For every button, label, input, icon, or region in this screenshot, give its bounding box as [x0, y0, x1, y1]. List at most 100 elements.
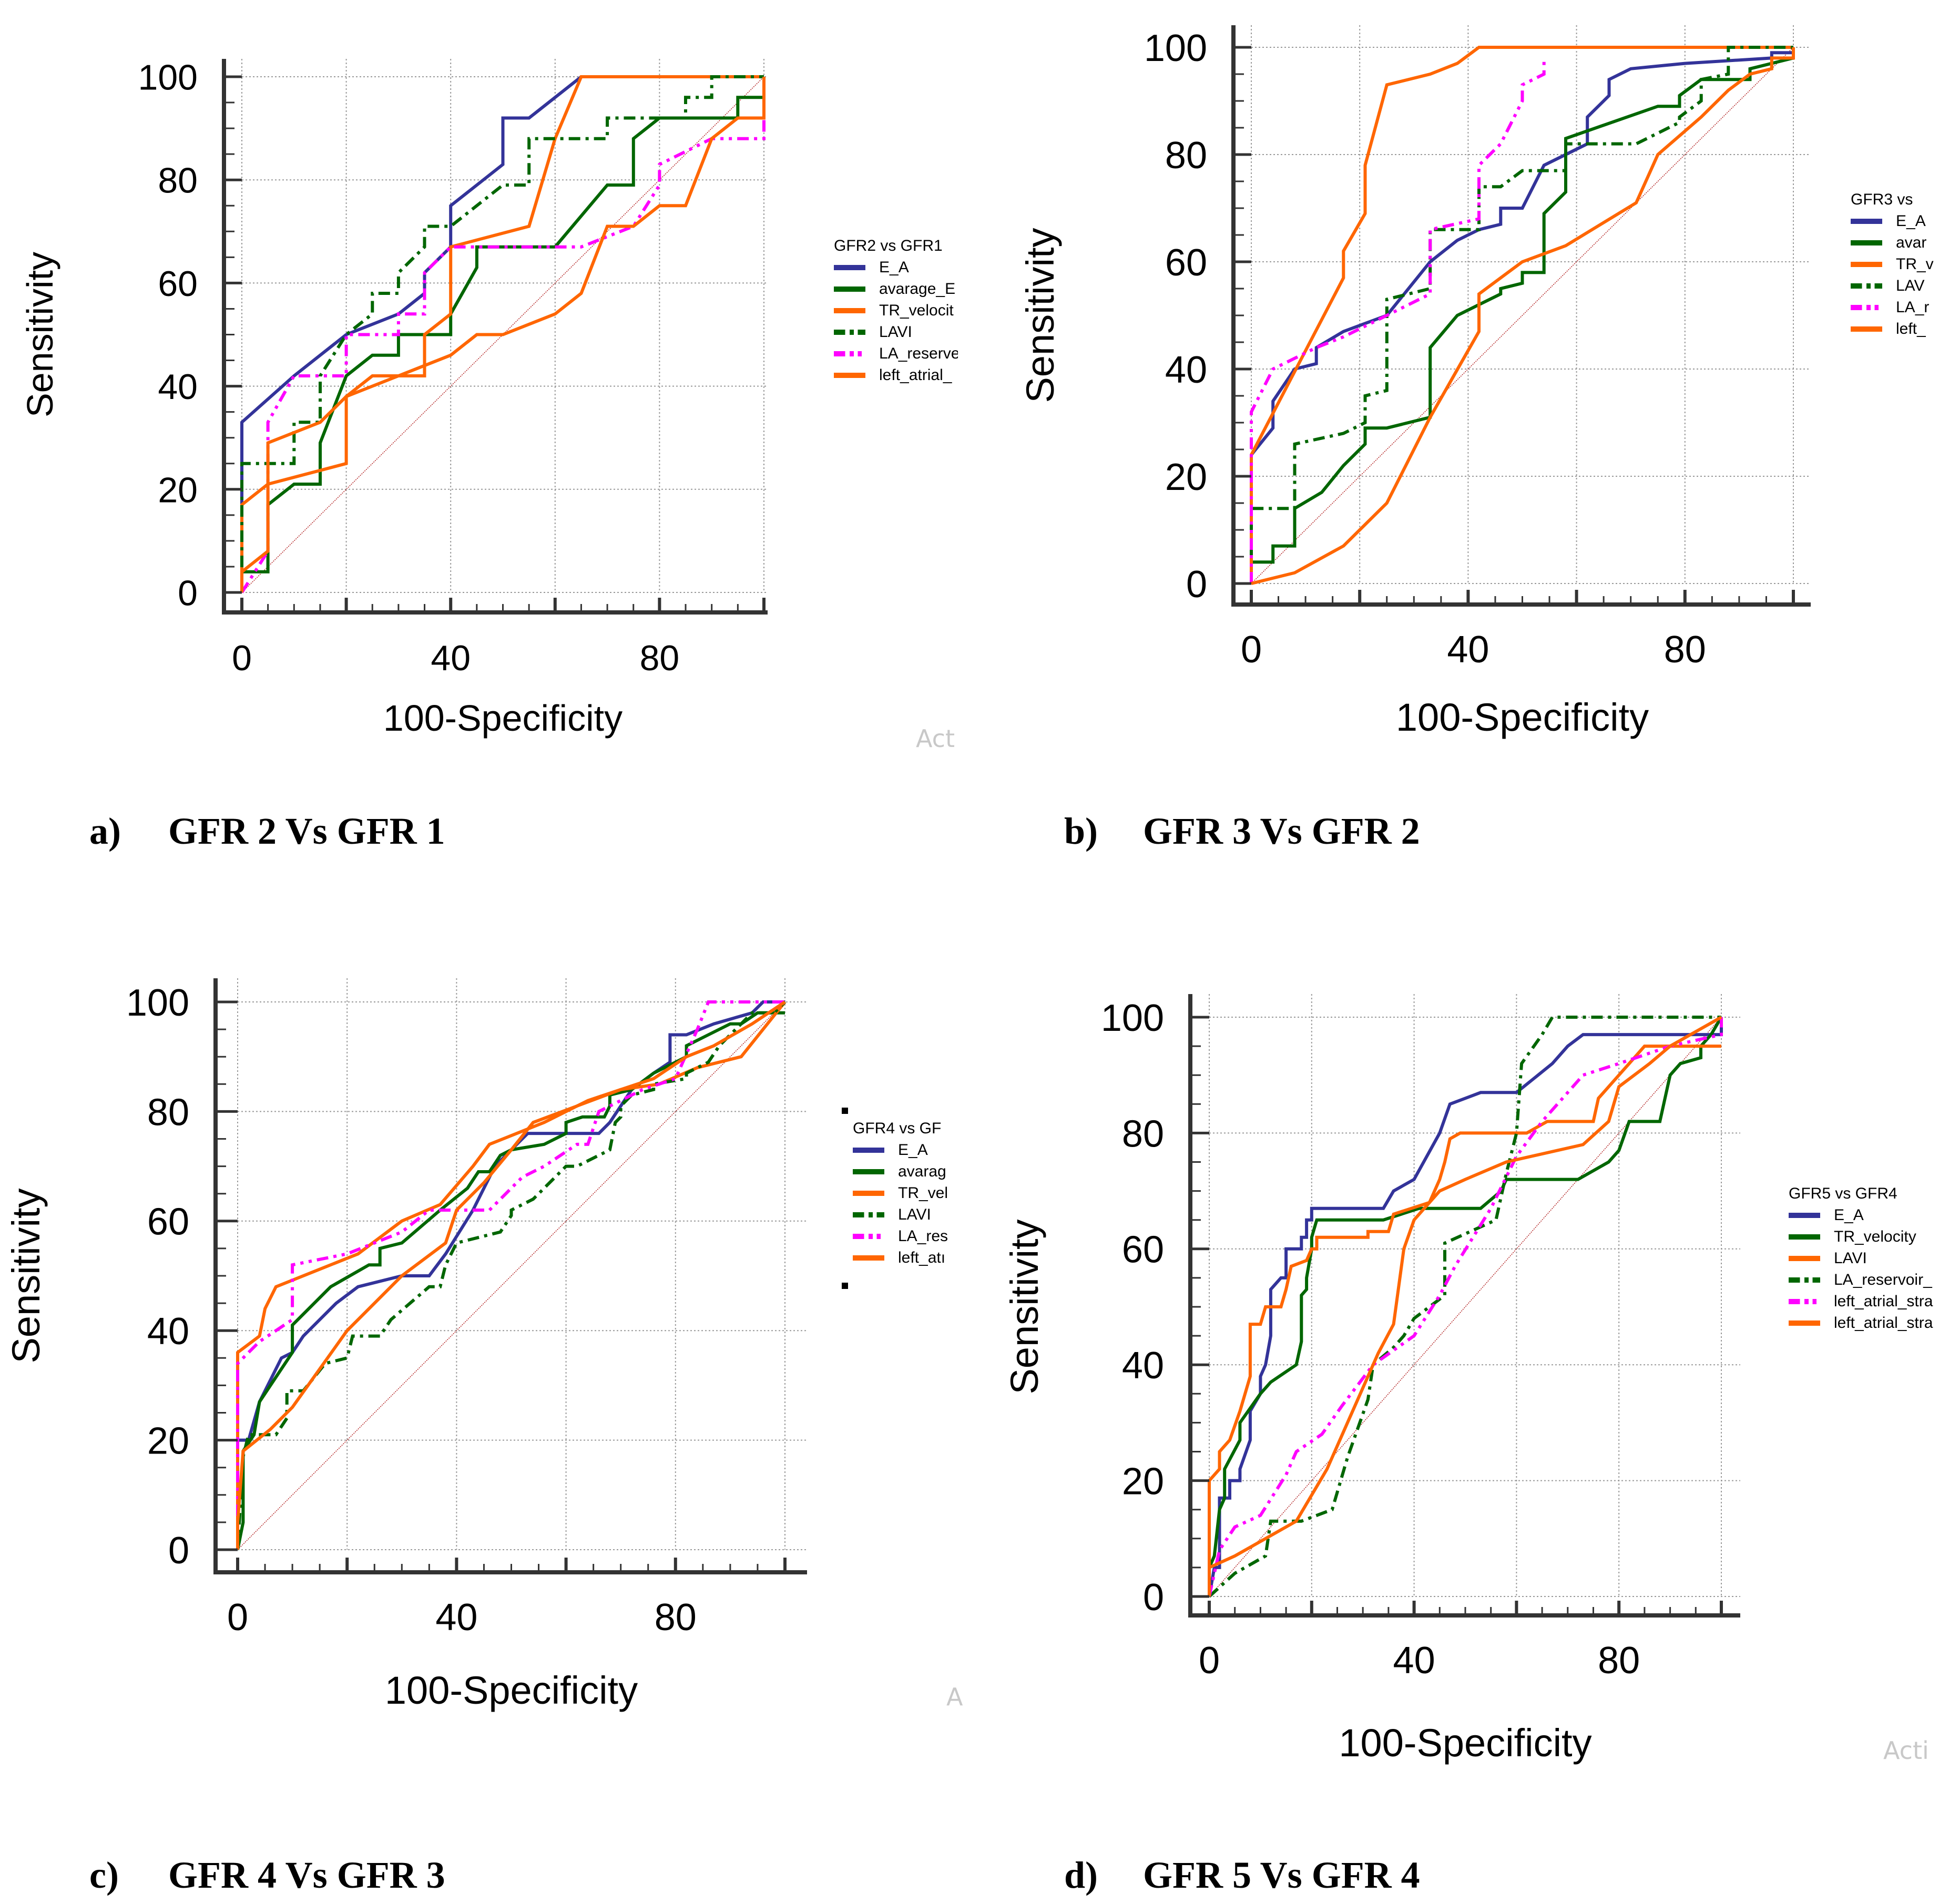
legend-label: LAVI: [879, 323, 912, 341]
legend-label: E_A: [1834, 1206, 1864, 1224]
caption-title-c: GFR 4 Vs GFR 3: [168, 1854, 445, 1896]
legend-swatch-icon: [853, 1255, 884, 1261]
legend-label: TR_velocit: [879, 302, 954, 319]
legend-d: GFR5 vs GFR4 E_A TR_velocity LAVI LA_reserv…: [1789, 1183, 1939, 1341]
caption-title-d: GFR 5 Vs GFR 4: [1143, 1854, 1420, 1896]
y-tick-label: 100: [138, 57, 198, 97]
y-tick-label: 80: [1165, 135, 1207, 177]
legend-swatch-icon: [834, 372, 865, 378]
legend-item: LA_reserve: [834, 343, 958, 364]
legend-item: LAVI: [853, 1204, 962, 1225]
roc-curve-la-reservoir: [1208, 1016, 1721, 1598]
y-tick-label: 20: [158, 470, 198, 510]
y-tick-label: 0: [1143, 1577, 1164, 1619]
y-axis-label: Sensitivity: [19, 252, 60, 417]
y-tick-label: 40: [158, 367, 198, 407]
legend-item: LA_res: [853, 1225, 962, 1247]
legend-swatch-icon: [853, 1233, 884, 1239]
legend-label: avarage_E: [879, 280, 956, 298]
legend-label: LAV: [1896, 277, 1925, 294]
watermark-text-d: Acti: [1883, 1736, 1929, 1765]
roc-curve-e-a: [240, 75, 764, 592]
caption-d: d) GFR 5 Vs GFR 4: [1064, 1854, 1420, 1897]
chart-panel-d: 0 20 40 60 80 100 0 40 80 100-Specificity Sensitiv…: [970, 952, 1939, 1904]
legend-item: LAVI: [834, 321, 958, 343]
legend-label: avarag: [898, 1163, 946, 1180]
legend-swatch-icon: [853, 1169, 884, 1174]
legend-label: LAVI: [898, 1206, 931, 1223]
x-tick-label: 40: [435, 1596, 477, 1639]
legend-a: GFR2 vs GFR1 E_A avarage_E TR_velocit LAVI L…: [834, 236, 958, 393]
legend-label: left_atrial_stra: [1834, 1314, 1933, 1332]
legend-item: LAV: [1851, 275, 1939, 296]
y-tick-label: 100: [126, 982, 189, 1024]
chart-panel-a: 0 20 40 60 80 100 0 40 80 100-Specificity Sensitiv…: [0, 0, 970, 952]
legend-swatch-icon: [1851, 304, 1882, 310]
y-tick-label: 80: [1122, 1113, 1164, 1155]
x-tick-label: 0: [232, 638, 252, 678]
x-axis-label: 100-Specificity: [1339, 1721, 1591, 1765]
roc-curve-e-a: [1208, 1017, 1723, 1597]
legend-item: TR_v: [1851, 253, 1939, 275]
x-tick-label: 80: [655, 1596, 697, 1639]
legend-item: E_A: [1851, 210, 1939, 232]
roc-curve-left-atrial-strain: [236, 1000, 786, 1550]
legend-title-c: GFR4 vs GF: [853, 1120, 942, 1137]
legend-item: left_atı: [853, 1247, 962, 1268]
y-tick-label: 60: [158, 264, 198, 304]
legend-b: GFR3 vs E_A avar TR_v LAV LA_r left_: [1851, 189, 1939, 347]
y-tick-label: 40: [1165, 349, 1207, 391]
roc-curve-lavi: [1250, 46, 1793, 584]
y-tick-label: 60: [1122, 1229, 1164, 1271]
legend-label: TR_velocity: [1834, 1228, 1916, 1245]
y-tick-label: 20: [147, 1420, 189, 1462]
legend-item: avarag: [853, 1161, 962, 1182]
roc-curve-left-atrial-strain: [1251, 47, 1795, 585]
caption-title-a: GFR 2 Vs GFR 1: [168, 810, 445, 852]
legend-item: E_A: [1789, 1204, 1939, 1226]
y-tick-label: 100: [1101, 997, 1164, 1039]
legend-item: LA_reservoir_: [1789, 1269, 1939, 1291]
legend-item: left_atrial_stra: [1789, 1312, 1939, 1334]
x-axis-label: 100-Specificity: [383, 698, 622, 739]
legend-label: TR_vel: [898, 1184, 948, 1202]
roc-chart-b: 0 20 40 60 80 100 0 40 80 100-Specificity Sensitiv…: [1018, 25, 1811, 739]
reference-diagonal: [1251, 47, 1794, 584]
roc-curve-left-atrial-strain-1: [1208, 1017, 1723, 1597]
legend-item: E_A: [834, 257, 958, 278]
legend-label: E_A: [1896, 212, 1926, 230]
legend-label: E_A: [879, 259, 909, 276]
legend-swatch-icon: [1851, 283, 1882, 289]
x-tick-label: 0: [1241, 629, 1262, 671]
legend-swatch-icon: [834, 286, 865, 292]
legend-item: avar: [1851, 232, 1939, 253]
caption-letter-c: c): [89, 1854, 119, 1896]
y-tick-label: 40: [1122, 1345, 1164, 1387]
y-tick-label: 80: [147, 1091, 189, 1133]
legend-swatch-icon: [853, 1212, 884, 1217]
caption-letter-a: a): [89, 810, 121, 852]
legend-swatch-icon: [834, 329, 865, 335]
legend-label: left_: [1896, 320, 1926, 337]
y-axis-label: Sensitivity: [1018, 228, 1062, 403]
x-tick-label: 40: [431, 638, 471, 678]
legend-label: left_atı: [898, 1249, 946, 1266]
roc-curve-tr-velocity: [240, 75, 764, 592]
roc-curve-tr-velocity: [1208, 1016, 1723, 1596]
x-axis-label: 100-Specificity: [1396, 695, 1649, 739]
roc-curve-e-a: [1250, 51, 1793, 584]
legend-label: LA_reserve: [879, 345, 958, 362]
y-tick-label: 0: [168, 1530, 189, 1572]
y-tick-label: 0: [1186, 564, 1207, 606]
legend-label: left_atrial_stra: [1834, 1293, 1933, 1310]
legend-swatch-icon: [853, 1147, 884, 1153]
legend-title-d: GFR5 vs GFR4: [1789, 1185, 1897, 1202]
legend-label: TR_v: [1896, 255, 1934, 273]
reference-diagonal: [1209, 1017, 1722, 1597]
legend-swatch-icon: [1789, 1298, 1820, 1304]
legend-swatch-icon: [834, 351, 865, 356]
legend-swatch-icon: [1851, 218, 1882, 224]
legend-swatch-icon: [1789, 1234, 1820, 1240]
legend-marker-top: [842, 1108, 848, 1114]
legend-item: TR_velocity: [1789, 1226, 1939, 1247]
